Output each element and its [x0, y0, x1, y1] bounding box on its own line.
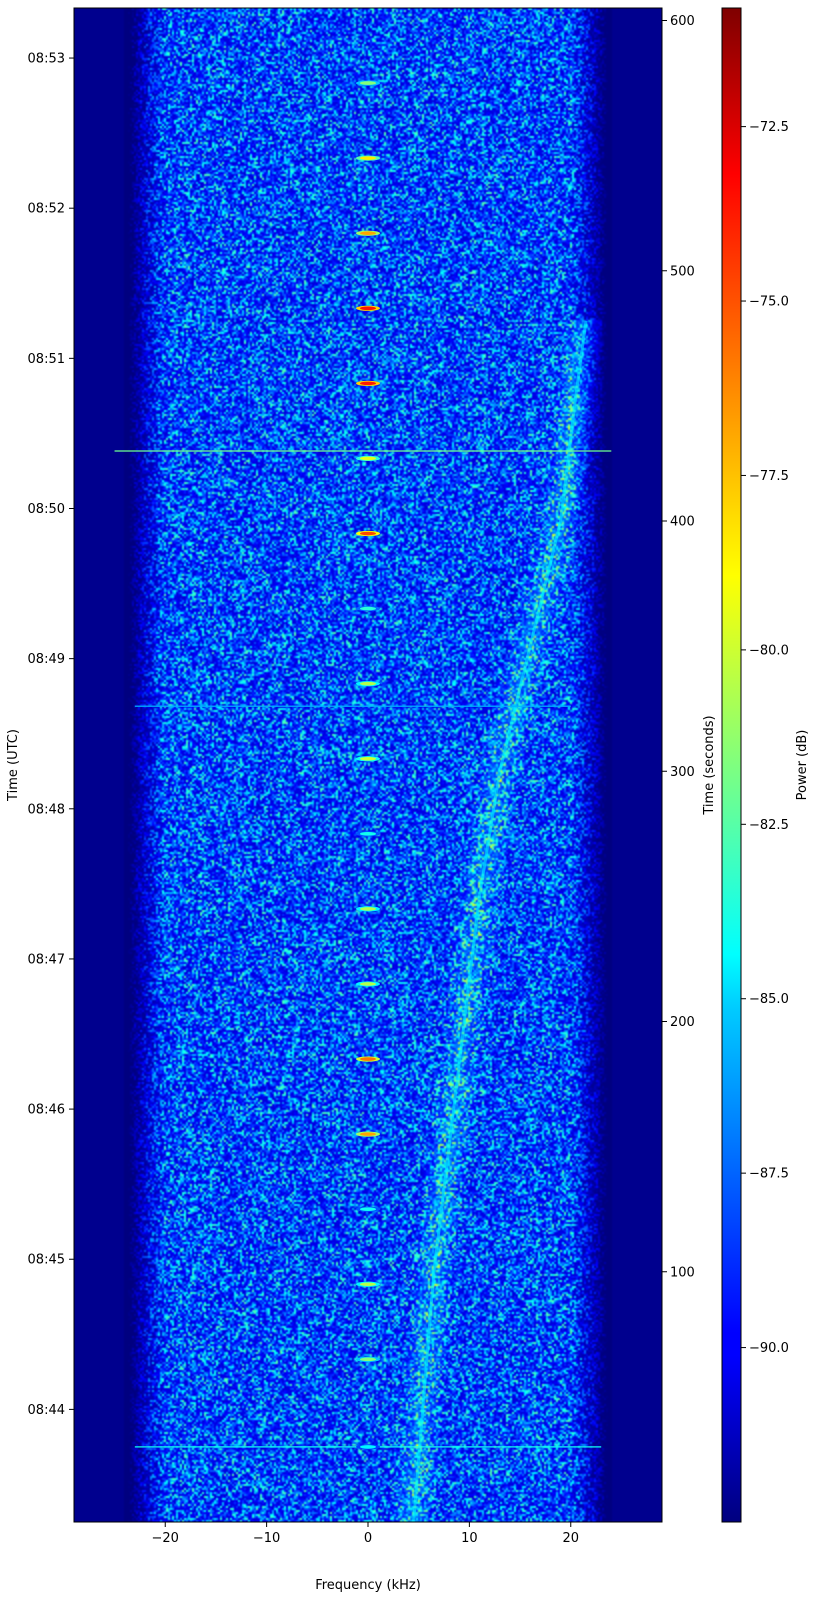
right-tick-label: 400: [670, 515, 695, 530]
colorbar-tick-label: −77.5: [749, 469, 789, 484]
right-tick-label: 200: [670, 1015, 695, 1030]
left-tick-label: 08:44: [28, 1403, 65, 1418]
right-tick-label: 600: [670, 14, 695, 29]
left-tick-label: 08:45: [28, 1253, 65, 1268]
x-tick-label: 20: [562, 1531, 579, 1546]
colorbar-tick-label: −82.5: [749, 818, 789, 833]
carrier-burst: [360, 1445, 376, 1449]
colorbar: −90.0 −87.5 −85.0 −82.5 −80.0 −77.5 −75.0 −72.5: [721, 7, 789, 1523]
doppler-trace: [412, 320, 588, 1522]
x-tick-label: 10: [461, 1531, 478, 1546]
carrier-burst: [360, 982, 376, 986]
colorbar-tick-label: −85.0: [749, 992, 789, 1007]
x-tick-label: 0: [364, 1531, 372, 1546]
left-tick-label: 08:46: [28, 1103, 65, 1118]
carrier-burst: [360, 381, 376, 386]
left-tick-label: 08:53: [28, 52, 65, 67]
spectrogram-panel: [73, 7, 663, 1523]
right-tick-label: 100: [670, 1265, 695, 1280]
carrier-burst: [360, 756, 376, 761]
left-axis-label: Time (UTC): [6, 729, 21, 802]
carrier-burst: [360, 306, 376, 311]
carrier-burst: [360, 681, 376, 686]
carrier-burst: [360, 231, 376, 236]
left-tick-label: 08:48: [28, 802, 65, 817]
left-time-axis: 08:44 08:45 08:46 08:47 08:48 08:49 08:50 08:51…: [28, 52, 74, 1418]
left-tick-label: 08:50: [28, 502, 65, 517]
colorbar-tick-label: −75.0: [749, 295, 789, 310]
carrier-burst: [360, 81, 376, 85]
right-tick-label: 300: [670, 765, 695, 780]
x-axis: −20 −10 0 10 20: [152, 1522, 579, 1546]
carrier-burst: [360, 1057, 376, 1061]
left-tick-label: 08:51: [28, 352, 65, 367]
carrier-burst: [360, 907, 376, 911]
colorbar-tick-label: −87.5: [749, 1167, 789, 1182]
carrier-burst: [360, 531, 376, 536]
carrier-burst: [360, 1132, 376, 1136]
colorbar-axis: −90.0 −87.5 −85.0 −82.5 −80.0 −77.5 −75.0 −72.5: [741, 120, 789, 1356]
left-tick-label: 08:47: [28, 952, 65, 967]
left-tick-label: 08:52: [28, 202, 65, 217]
colorbar-tick-label: −72.5: [749, 120, 789, 135]
left-tick-label: 08:49: [28, 652, 65, 667]
carrier-burst: [360, 1357, 376, 1362]
right-axis-label: Time (seconds): [702, 715, 717, 815]
colorbar-gradient: [722, 8, 741, 1522]
right-tick-label: 500: [670, 264, 695, 279]
carrier-burst: [360, 606, 376, 611]
colorbar-tick-label: −80.0: [749, 643, 789, 658]
carrier-burst: [360, 1282, 376, 1287]
right-seconds-axis: 100 200 300 400 500 600: [662, 14, 695, 1280]
carrier-burst: [360, 832, 376, 836]
x-tick-label: −20: [152, 1531, 179, 1546]
carrier-burst: [360, 156, 376, 160]
carrier-burst: [360, 1207, 376, 1211]
colorbar-frame: [721, 7, 742, 1523]
colorbar-label: Power (dB): [795, 730, 810, 801]
x-tick-label: −10: [253, 1531, 280, 1546]
x-axis-label: Frequency (kHz): [315, 1578, 421, 1593]
colorbar-tick-label: −90.0: [749, 1341, 789, 1356]
carrier-burst: [360, 456, 376, 461]
spectrogram-image: [74, 8, 662, 1522]
spectrogram-marks: [114, 80, 612, 1522]
